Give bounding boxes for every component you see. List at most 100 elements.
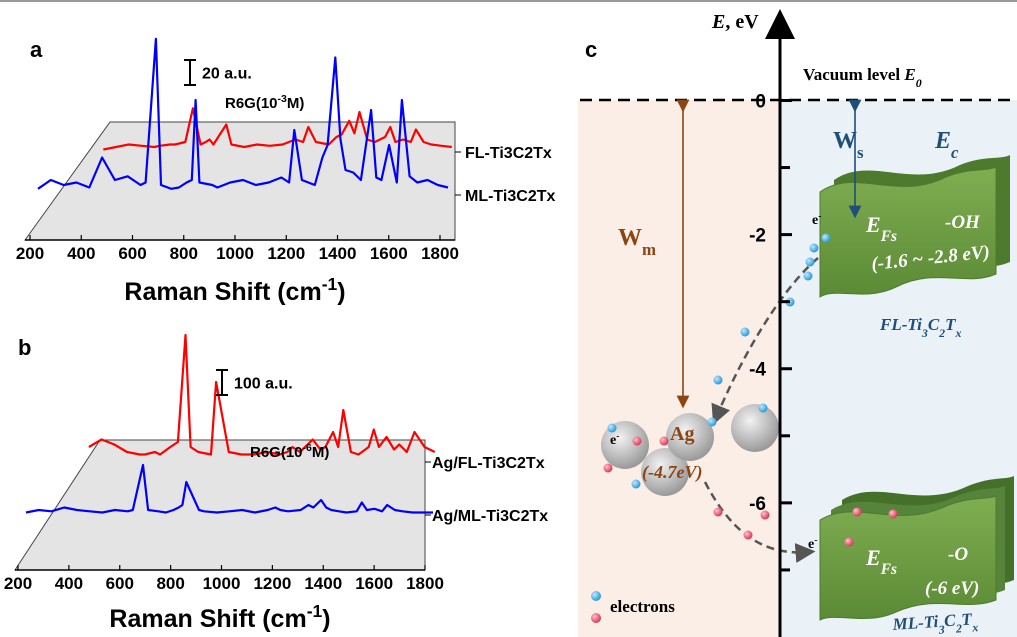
x-tick-label: 200 (4, 574, 32, 593)
panel-label: b (18, 335, 31, 360)
x-tick-label: 1000 (203, 574, 241, 593)
material-label-part: x (971, 620, 979, 634)
efs-label: EFs (865, 212, 897, 245)
annotation-part: M) (287, 95, 305, 112)
electron (707, 417, 717, 427)
wm-label-part: m (642, 240, 656, 259)
group-label: -O (948, 544, 968, 565)
electron (713, 375, 723, 385)
y-tick-label: 0 (755, 91, 766, 112)
electron (803, 271, 813, 281)
electron-label-part: e (812, 213, 818, 228)
material-label-part: 2 (938, 326, 945, 340)
ws-label-part: W (833, 128, 857, 154)
hole (713, 507, 723, 517)
ag-particle (731, 404, 779, 452)
legend-electron (591, 591, 601, 601)
efs-label-part: Fs (880, 228, 897, 245)
efs-label-part: Fs (880, 561, 897, 578)
material-label-part: 2 (955, 621, 963, 635)
material-label-part: ML-Ti (891, 612, 939, 634)
y-tick-label: -6 (749, 494, 766, 515)
electron (805, 257, 815, 267)
legend-label: FL-Ti3C2Tx (465, 145, 552, 162)
electron-dots (591, 233, 898, 623)
raman-chart: 200 400 600 800 1000 1200 1400 1600 1800 FL-Ti3C2… (16, 37, 556, 263)
diagram-background (578, 9, 1017, 637)
legend-hole (591, 613, 601, 623)
x-tick-label: 600 (118, 244, 146, 263)
x-tick-label: 1400 (304, 574, 342, 593)
range-label: (-6 eV) (925, 578, 979, 599)
material-label: FL-Ti3C2Tx (879, 315, 962, 340)
x-tick-label: 1800 (406, 574, 444, 593)
x-axis-label: Raman Shift (cm-1) (124, 274, 345, 306)
x-tick-label: 1200 (253, 574, 291, 593)
annotation: R6G(10-3M) (225, 93, 304, 112)
x-tick-label: 1800 (421, 244, 459, 263)
x-axis-label-part: Raman Shift (cm (124, 278, 321, 306)
electron-label-part: - (616, 431, 619, 442)
electron (740, 327, 750, 337)
electron-label: e- (812, 211, 821, 229)
hole (659, 436, 669, 446)
fl-sheet (819, 166, 997, 298)
material-label-part: FL-Ti (879, 315, 922, 334)
x-axis-label-part: ) (337, 278, 345, 306)
ag-label: Ag (670, 423, 694, 445)
wm-label-part: W (618, 225, 642, 251)
hole (844, 537, 854, 547)
raman-chart: 200 400 600 800 1000 1200 1400 1600 1800 Ag/FL-Ti… (4, 333, 548, 593)
vacuum-label-part: 0 (916, 76, 922, 90)
electron-label-part: e (808, 537, 814, 552)
ag-energy: (-4.7eV) (642, 462, 702, 483)
electron (809, 243, 819, 253)
axis-label: E, eV (711, 11, 759, 33)
annotation-part: -6 (303, 442, 312, 454)
annotation: R6G(10-6M) (250, 442, 329, 461)
scale-bar-label: 20 a.u. (202, 66, 252, 83)
material-label-part: x (955, 326, 962, 340)
x-tick-label: 1600 (355, 574, 393, 593)
x-tick-label: 1400 (319, 244, 357, 263)
hole (888, 509, 898, 519)
x-tick-label: 200 (16, 244, 44, 263)
x-tick-label: 400 (55, 574, 83, 593)
legend-label: ML-Ti3C2Tx (465, 188, 555, 205)
x-tick-label: 400 (67, 244, 95, 263)
x-tick-label: 800 (170, 244, 198, 263)
electron (821, 233, 831, 243)
material-label-part: 3 (937, 622, 945, 636)
electron (631, 479, 641, 489)
material-label-part: T (961, 609, 973, 629)
spectrum-line (25, 463, 433, 514)
efs-label-part: E (865, 212, 881, 237)
ag-particle (641, 448, 689, 496)
x-axis-label: Raman Shift (cm-1) (109, 601, 330, 633)
group-label: -OH (945, 212, 981, 233)
material-label-part: C (943, 611, 956, 631)
x-tick-label: 1000 (216, 244, 254, 263)
electron-label-part: e (610, 433, 616, 448)
spectrum-line (103, 107, 452, 151)
ec-label: Ec (934, 128, 959, 162)
electron-label-part: - (818, 211, 821, 222)
annotation-part: R6G(10 (250, 444, 303, 461)
vacuum-label-part: E (903, 65, 915, 84)
x-axis-label-part: -1 (307, 601, 323, 621)
electron-label: e- (610, 431, 619, 449)
efs-label: EFs (865, 545, 897, 578)
ag-particle (666, 413, 714, 461)
legend-label: electrons (610, 597, 675, 616)
x-axis-label-part: Raman Shift (cm (109, 605, 306, 633)
spectrum-line (88, 333, 436, 456)
efs-label-part: E (865, 545, 881, 570)
hole (852, 507, 862, 517)
legend-label: Ag/ML-Ti3C2Tx (432, 508, 548, 525)
x-axis-label-part: ) (322, 605, 330, 633)
scale-bar-label: 100 a.u. (234, 376, 293, 393)
y-tick-label: -4 (749, 360, 766, 381)
axis-label-part: , eV (725, 11, 759, 33)
electron-label-part: - (814, 535, 817, 546)
